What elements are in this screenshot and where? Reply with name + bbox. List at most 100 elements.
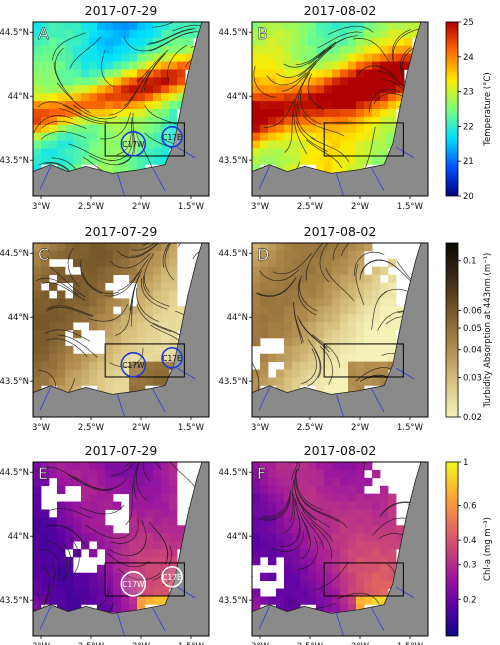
streamline xyxy=(302,114,345,137)
colorbar-chlorophyll: 1 0.6 0.4 0.3 0.2 Chl-a (mg m⁻³) xyxy=(445,458,493,637)
streamline xyxy=(109,347,144,368)
panel-date: 2017-08-02 xyxy=(304,3,377,18)
streamline xyxy=(363,462,366,475)
y-tick-label: 43.5°N xyxy=(218,596,248,606)
streamline xyxy=(108,85,141,116)
x-tick-label: 3°W xyxy=(251,642,270,645)
streamline xyxy=(392,28,419,61)
streamline xyxy=(327,25,374,35)
streamline xyxy=(132,112,136,155)
land-mask xyxy=(252,22,428,196)
streamline xyxy=(45,306,93,317)
streamline xyxy=(82,272,119,294)
x-tick-label: 3°W xyxy=(32,202,51,212)
colorbar-tick-label: 0.6 xyxy=(463,502,477,512)
x-tick-label: 2°W xyxy=(132,642,151,645)
x-tick-label: 1.5°W xyxy=(397,642,424,645)
x-tick-label: 3°W xyxy=(32,423,51,433)
station-label: C17W xyxy=(122,580,145,589)
streamline xyxy=(266,72,307,86)
panel-B: B 2017-08-02 3°W 2.5°W 2°W 1.5°W 44.5°N 44°N 43.… xyxy=(218,3,429,212)
streamline xyxy=(307,349,321,387)
streamline xyxy=(143,253,155,293)
streamline xyxy=(108,540,147,557)
streamline xyxy=(325,267,355,302)
streamline xyxy=(313,561,349,591)
study-box xyxy=(104,122,185,157)
streamline xyxy=(108,131,133,161)
station-circle xyxy=(120,351,147,378)
streamline xyxy=(40,565,50,605)
streamline xyxy=(293,496,301,539)
streamline xyxy=(295,477,323,511)
streamline xyxy=(35,466,80,482)
streamline xyxy=(107,552,150,568)
streamline xyxy=(299,496,339,523)
y-tick-label: 44.5°N xyxy=(218,28,248,38)
streamline xyxy=(45,562,56,604)
x-tick-label: 2°W xyxy=(351,202,370,212)
streamline xyxy=(253,65,277,98)
colorbar-label: Chl-a (mg m⁻³) xyxy=(483,517,493,581)
x-tick-label: 2°W xyxy=(132,423,151,433)
streamline xyxy=(283,50,326,68)
streamline xyxy=(308,37,347,65)
panel-D: D 2017-08-02 3°W 2.5°W 2°W 1.5°W 44.5°N 44°N 43.… xyxy=(218,224,429,433)
streamline xyxy=(84,477,128,490)
station-circle xyxy=(161,126,183,148)
streamline xyxy=(172,24,209,32)
streamline xyxy=(289,479,294,522)
study-box xyxy=(323,343,404,378)
streamline xyxy=(261,491,292,519)
streamline xyxy=(207,383,209,385)
streamline xyxy=(35,277,79,296)
streamline xyxy=(297,315,328,349)
station-label: C17E xyxy=(162,573,182,582)
streamline xyxy=(37,101,82,115)
study-box xyxy=(104,343,185,378)
station-label: C17E xyxy=(162,133,182,142)
colorbar-tick-label: 0.4 xyxy=(463,536,477,546)
panel-letter: B xyxy=(257,24,268,43)
streamline xyxy=(261,489,292,517)
streamline xyxy=(305,139,343,169)
streamline xyxy=(371,291,387,331)
streamline xyxy=(110,462,136,476)
streamline xyxy=(52,32,86,61)
streamline xyxy=(69,537,80,577)
streamline xyxy=(46,305,94,316)
streamline xyxy=(135,462,148,501)
colorbar-label: Turbidity Absorption at 443nm (m⁻¹) xyxy=(483,253,493,409)
x-tick-label: 2.5°W xyxy=(78,202,105,212)
streamline xyxy=(40,131,87,140)
streamline xyxy=(42,282,86,301)
streamline xyxy=(109,253,151,269)
streamline xyxy=(62,542,72,582)
x-tick-label: 2°W xyxy=(351,642,370,645)
panel-field: C17W C17E xyxy=(33,243,209,417)
streamline xyxy=(263,98,295,128)
panel-date: 2017-07-29 xyxy=(85,443,158,458)
streamline xyxy=(299,275,318,312)
streamline xyxy=(104,271,141,297)
streamline xyxy=(136,287,160,323)
station-label: C17W xyxy=(122,361,145,370)
streamline xyxy=(368,88,400,113)
colorbar-tick-label: 23 xyxy=(463,88,474,98)
colorbar-tick-label: 0.04 xyxy=(463,346,482,356)
land-mask xyxy=(33,22,209,196)
colorbar-tick-label: 24 xyxy=(463,53,474,63)
colorbar-label: Temperature (°C) xyxy=(483,72,493,146)
streamline xyxy=(207,287,209,312)
streamline xyxy=(310,522,332,559)
panel-letter: C xyxy=(38,245,49,264)
colorbar-tick-label: 1 xyxy=(463,458,468,468)
land-mask xyxy=(252,462,428,636)
streamline xyxy=(58,107,104,125)
streamline xyxy=(319,243,330,283)
x-tick-label: 2.5°W xyxy=(297,423,324,433)
x-tick-label: 2°W xyxy=(132,202,151,212)
colorbar-tick-label: 22 xyxy=(463,122,474,132)
